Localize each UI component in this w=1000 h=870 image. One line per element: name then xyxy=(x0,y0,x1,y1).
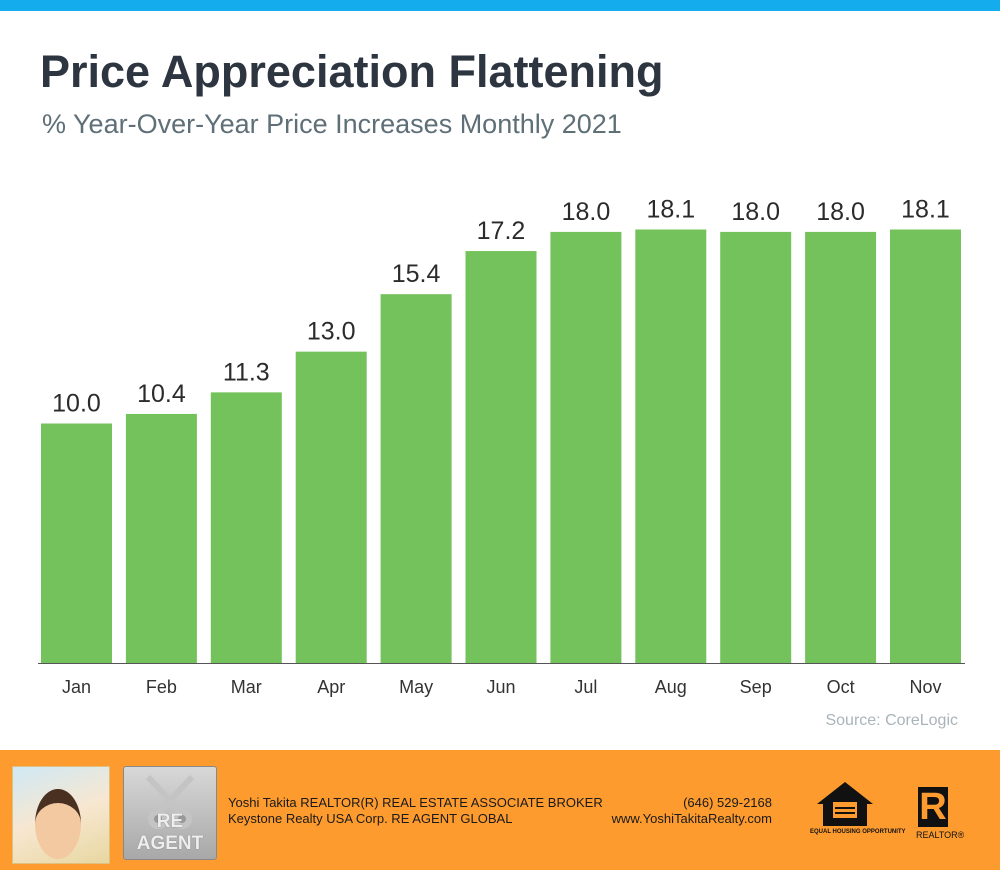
x-tick-label: Apr xyxy=(317,677,345,697)
x-tick-label: Mar xyxy=(231,677,262,697)
x-tick-label: Feb xyxy=(146,677,177,697)
value-label: 18.1 xyxy=(901,196,950,224)
value-label: 18.0 xyxy=(731,198,780,226)
bar-mar xyxy=(210,392,282,663)
page-title: Price Appreciation Flattening xyxy=(40,46,664,97)
bar-chart: 10.0 Jan 10.4 Feb 11.3 Mar 13.0 Apr 15.4 May 17.2 J… xyxy=(38,196,965,697)
x-tick-label: Jul xyxy=(574,677,597,697)
realtor-logo: R REALTOR® xyxy=(916,786,965,840)
value-label: 10.0 xyxy=(52,390,101,418)
agent-caricature-photo xyxy=(12,766,110,864)
top-accent-bar xyxy=(0,0,1000,11)
bar-nov xyxy=(890,229,961,663)
bar-aug xyxy=(635,229,707,663)
x-tick-label: Nov xyxy=(909,677,941,697)
x-tick-label: Sep xyxy=(740,677,772,697)
x-tick-label: Oct xyxy=(827,677,855,697)
x-tick-label: Jun xyxy=(486,677,515,697)
x-tick-label: May xyxy=(399,677,433,697)
agent-name-line: Yoshi Takita REALTOR(R) REAL ESTATE ASSO… xyxy=(228,795,603,810)
value-label: 18.0 xyxy=(816,198,865,226)
equal-housing-logo: EQUAL HOUSING OPPORTUNITY xyxy=(810,780,906,850)
keys-icon xyxy=(140,773,200,831)
website-link[interactable]: www.YoshiTakitaRealty.com xyxy=(611,811,772,826)
footer-banner: RE AGENT Yoshi Takita REALTOR(R) REAL ES… xyxy=(0,750,1000,870)
re-agent-logo: RE AGENT xyxy=(123,766,217,860)
value-label: 18.1 xyxy=(646,196,695,224)
bar-jun xyxy=(465,251,537,663)
house-icon xyxy=(817,782,873,826)
bar-jan xyxy=(41,423,112,663)
value-label: 18.0 xyxy=(562,198,611,226)
value-label: 17.2 xyxy=(477,217,526,245)
value-label: 15.4 xyxy=(392,260,441,288)
bar-oct xyxy=(805,231,877,663)
x-tick-label: Aug xyxy=(655,677,687,697)
bar-jul xyxy=(550,231,622,663)
x-tick-label: Jan xyxy=(62,677,91,697)
company-line: Keystone Realty USA Corp. RE AGENT GLOBA… xyxy=(228,811,513,826)
page-subtitle: % Year-Over-Year Price Increases Monthly… xyxy=(42,109,622,139)
value-label: 10.4 xyxy=(137,380,186,408)
bar-feb xyxy=(125,413,197,663)
source-note: Source: CoreLogic xyxy=(825,712,958,729)
value-label: 13.0 xyxy=(307,318,356,346)
value-label: 11.3 xyxy=(223,358,270,386)
bar-may xyxy=(380,294,452,663)
bar-sep xyxy=(720,231,792,663)
bar-apr xyxy=(295,351,367,663)
phone-number: (646) 529-2168 xyxy=(683,795,772,810)
